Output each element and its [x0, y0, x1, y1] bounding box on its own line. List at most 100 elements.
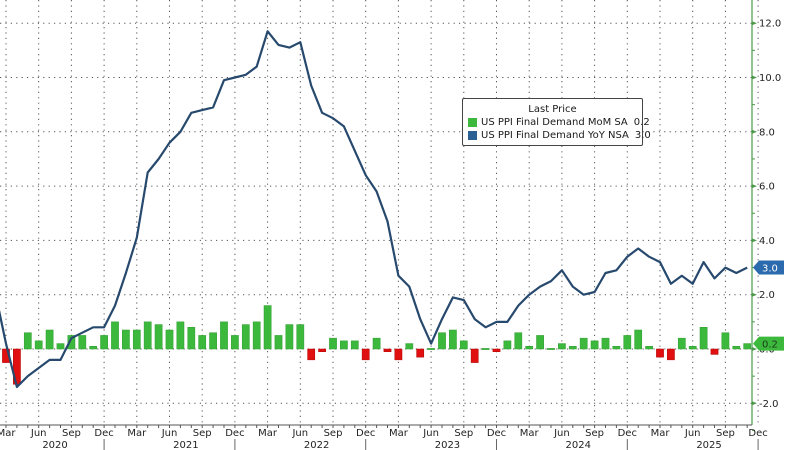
bar-positive — [743, 343, 752, 350]
y-tick-label: 8.0 — [759, 127, 775, 138]
x-month-label: Dec — [748, 428, 767, 439]
mom-bars — [2, 305, 752, 385]
x-month-label: Jun — [553, 428, 570, 439]
bar-positive — [274, 335, 283, 350]
bar-negative — [470, 348, 479, 363]
bar-positive — [677, 337, 686, 350]
bar-positive — [252, 321, 261, 350]
last-value-text: 0.2 — [762, 339, 778, 350]
bar-positive — [34, 340, 43, 350]
bar-positive — [23, 332, 32, 350]
bar-positive — [122, 329, 130, 350]
legend-value: 3.0 — [634, 130, 651, 141]
bar-positive — [590, 340, 599, 350]
bar-positive — [503, 340, 512, 350]
bar-positive — [187, 327, 196, 350]
bar-negative — [361, 348, 370, 361]
y-tick-icon — [752, 129, 757, 134]
x-month-label: Mar — [127, 428, 147, 439]
bar-positive — [427, 348, 435, 350]
x-month-label: Mar — [258, 428, 278, 439]
bar-negative — [492, 348, 501, 352]
x-month-label: Jun — [30, 428, 47, 439]
bar-positive — [296, 324, 305, 350]
x-month-label: Jun — [422, 428, 439, 439]
bar-positive — [209, 332, 217, 350]
bar-positive — [67, 335, 76, 350]
y-tick-label: 12.0 — [759, 19, 781, 30]
bar-positive — [481, 348, 490, 350]
bar-positive — [45, 329, 54, 350]
bar-positive — [111, 321, 119, 350]
bar-positive — [612, 346, 621, 350]
x-month-label: Sep — [716, 428, 735, 439]
x-month-label: Dec — [94, 428, 113, 439]
x-month-label: Jun — [684, 428, 701, 439]
bar-positive — [547, 348, 555, 350]
bar-negative — [318, 348, 326, 352]
bar-positive — [350, 340, 359, 350]
x-month-label: Mar — [389, 428, 409, 439]
bar-negative — [710, 348, 719, 355]
last-value-tags: 3.0 0.2 — [753, 260, 784, 351]
blue-swatch-icon — [468, 131, 477, 140]
x-month-label: Jun — [291, 428, 308, 439]
bar-positive — [732, 346, 741, 350]
bar-positive — [525, 346, 534, 350]
x-month-label: Dec — [225, 428, 244, 439]
bar-positive — [132, 329, 141, 350]
bar-positive — [721, 332, 730, 350]
y-tick-icon — [752, 21, 757, 26]
bar-positive — [514, 332, 523, 350]
bar-positive — [699, 327, 708, 350]
x-month-label: Mar — [651, 428, 671, 439]
x-month-label: Sep — [62, 428, 81, 439]
bar-positive — [241, 324, 250, 350]
legend-title: Last Price — [528, 104, 577, 115]
gridlines — [0, 0, 759, 425]
x-year-label: 2025 — [696, 440, 721, 450]
bar-positive — [623, 335, 632, 350]
x-month-label: Mar — [0, 428, 16, 439]
bar-positive — [231, 335, 239, 350]
bar-positive — [372, 337, 381, 350]
y-tick-icon — [752, 184, 757, 189]
last-value-tag-yoy: 3.0 — [753, 260, 784, 275]
y-axis: 12.010.08.06.04.02.00.0-2.0 — [752, 19, 781, 431]
x-month-label: Mar — [520, 428, 540, 439]
bar-positive — [165, 329, 174, 350]
x-year-label: 2022 — [304, 440, 329, 450]
bar-positive — [220, 321, 228, 350]
bar-positive — [536, 335, 544, 350]
x-year-label: 2024 — [566, 440, 591, 450]
bar-positive — [449, 329, 457, 350]
x-axis: Mar Jun Sep Dec Mar Jun Sep Dec Mar Jun Sep Dec Mar J… — [0, 425, 768, 450]
y-tick-label: -2.0 — [759, 399, 779, 410]
x-month-label: Sep — [585, 428, 604, 439]
bar-positive — [459, 340, 468, 350]
y-tick-icon — [752, 238, 757, 243]
bar-positive — [198, 335, 207, 350]
bar-negative — [394, 348, 403, 361]
x-month-label: Sep — [193, 428, 212, 439]
x-month-label: Dec — [356, 428, 375, 439]
bar-positive — [579, 337, 588, 350]
green-swatch-icon — [468, 118, 477, 127]
bar-negative — [416, 348, 425, 358]
y-tick-label: 6.0 — [759, 182, 775, 193]
x-month-label: Jun — [161, 428, 178, 439]
x-month-label: Dec — [618, 428, 637, 439]
chart-frame — [0, 0, 753, 426]
bar-positive — [568, 346, 577, 350]
bar-positive — [143, 321, 152, 350]
bar-negative — [656, 348, 664, 358]
bar-positive — [56, 343, 65, 350]
y-tick-label: 4.0 — [759, 236, 775, 247]
bar-positive — [176, 321, 185, 350]
bar-positive — [634, 329, 643, 350]
bar-positive — [285, 324, 294, 350]
bar-positive — [78, 335, 87, 350]
y-tick-label: 2.0 — [759, 290, 775, 301]
legend-label: US PPI Final Demand MoM SA — [481, 117, 628, 128]
